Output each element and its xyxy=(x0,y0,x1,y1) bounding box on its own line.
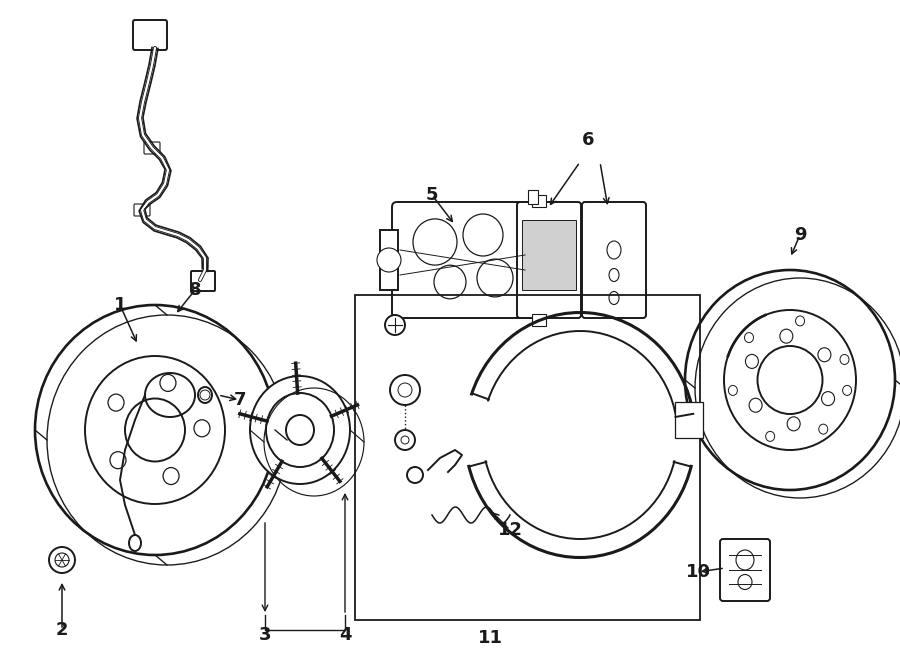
Bar xyxy=(532,195,546,207)
Text: 5: 5 xyxy=(426,186,438,204)
Ellipse shape xyxy=(724,310,856,450)
Text: 7: 7 xyxy=(234,391,247,409)
Ellipse shape xyxy=(413,219,457,265)
Circle shape xyxy=(49,547,75,573)
Text: 2: 2 xyxy=(56,621,68,639)
Ellipse shape xyxy=(266,393,334,467)
Text: 3: 3 xyxy=(259,626,271,644)
Ellipse shape xyxy=(728,385,737,395)
Bar xyxy=(380,230,398,290)
Ellipse shape xyxy=(840,354,849,364)
Bar xyxy=(532,314,546,326)
Ellipse shape xyxy=(35,305,275,555)
Ellipse shape xyxy=(744,332,753,342)
Ellipse shape xyxy=(194,420,210,437)
FancyBboxPatch shape xyxy=(720,539,770,601)
Bar xyxy=(675,402,703,438)
Ellipse shape xyxy=(434,265,466,299)
Ellipse shape xyxy=(163,467,179,485)
Ellipse shape xyxy=(198,387,212,403)
Ellipse shape xyxy=(819,424,828,434)
Text: 11: 11 xyxy=(478,629,502,647)
Text: 4: 4 xyxy=(338,626,351,644)
Ellipse shape xyxy=(779,329,793,343)
Text: 10: 10 xyxy=(686,563,710,581)
Circle shape xyxy=(390,375,420,405)
Ellipse shape xyxy=(250,376,350,484)
Ellipse shape xyxy=(160,374,176,391)
Ellipse shape xyxy=(685,270,895,490)
Circle shape xyxy=(407,467,423,483)
Circle shape xyxy=(395,430,415,450)
FancyBboxPatch shape xyxy=(392,202,535,318)
Ellipse shape xyxy=(822,391,834,406)
Circle shape xyxy=(385,315,405,335)
FancyBboxPatch shape xyxy=(144,142,160,154)
Text: 8: 8 xyxy=(189,281,202,299)
Ellipse shape xyxy=(85,356,225,504)
FancyBboxPatch shape xyxy=(133,20,167,50)
FancyBboxPatch shape xyxy=(191,271,215,291)
Ellipse shape xyxy=(286,415,314,445)
Ellipse shape xyxy=(749,398,762,412)
Ellipse shape xyxy=(477,259,513,297)
Ellipse shape xyxy=(463,214,503,256)
Bar xyxy=(528,190,538,204)
FancyBboxPatch shape xyxy=(582,202,646,318)
Ellipse shape xyxy=(766,432,775,442)
Ellipse shape xyxy=(125,399,185,461)
Ellipse shape xyxy=(108,394,124,411)
FancyBboxPatch shape xyxy=(134,204,150,216)
Ellipse shape xyxy=(796,316,805,326)
Text: 9: 9 xyxy=(794,226,806,244)
Ellipse shape xyxy=(736,550,754,570)
Text: 6: 6 xyxy=(581,131,594,149)
FancyBboxPatch shape xyxy=(517,202,581,318)
Ellipse shape xyxy=(818,348,831,362)
Ellipse shape xyxy=(129,535,141,551)
Text: 1: 1 xyxy=(113,296,126,314)
Ellipse shape xyxy=(842,385,851,395)
Ellipse shape xyxy=(758,346,823,414)
Text: 12: 12 xyxy=(498,521,523,539)
Ellipse shape xyxy=(110,451,126,469)
Circle shape xyxy=(377,248,401,272)
Ellipse shape xyxy=(738,574,752,590)
Bar xyxy=(522,220,576,290)
Ellipse shape xyxy=(745,354,759,368)
Bar xyxy=(355,295,700,620)
Ellipse shape xyxy=(788,417,800,431)
